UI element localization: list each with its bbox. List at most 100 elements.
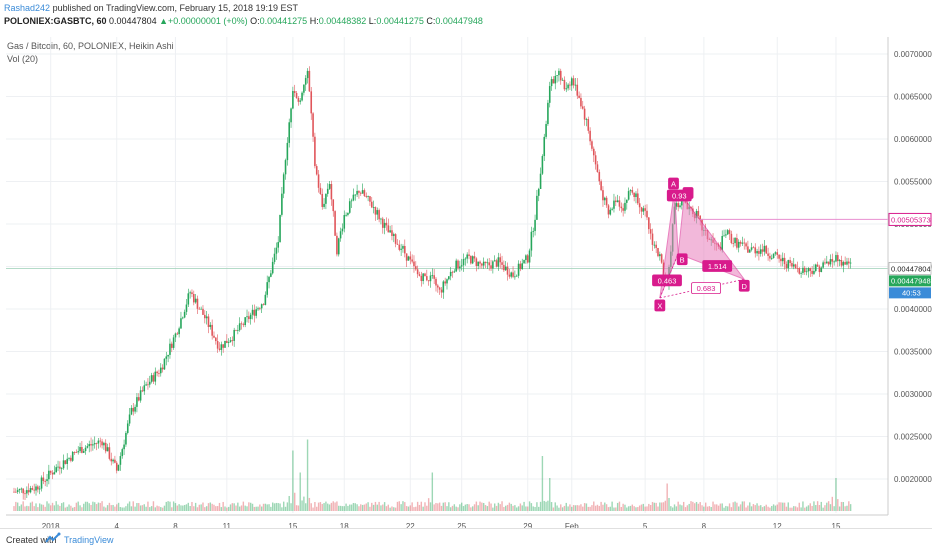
- volume-bar: [681, 505, 683, 511]
- volume-bar: [13, 506, 15, 511]
- candle-body: [68, 457, 70, 459]
- volume-bar: [372, 504, 375, 511]
- price-change: +0.00000001 (+0%): [168, 16, 248, 26]
- candle-body: [515, 275, 518, 277]
- volume-bar: [719, 503, 722, 511]
- candle-body: [227, 342, 230, 343]
- volume-bar: [484, 504, 487, 511]
- candle-body: [528, 250, 531, 263]
- candle-body: [189, 292, 191, 294]
- candle-body: [194, 298, 197, 303]
- candle-body: [651, 233, 654, 245]
- volume-bar: [660, 502, 663, 511]
- candle-body: [84, 447, 87, 452]
- volume-bar: [550, 502, 553, 511]
- volume-bar: [519, 503, 522, 511]
- volume-bar: [20, 504, 23, 511]
- candle-body: [125, 432, 127, 445]
- candle-body: [849, 262, 852, 264]
- x-tick-label: 15: [832, 522, 841, 528]
- volume-bar: [809, 503, 811, 511]
- volume-bar: [308, 497, 311, 511]
- volume-bar: [837, 499, 839, 511]
- candle-body: [649, 229, 652, 234]
- candle-body: [358, 190, 360, 193]
- candle-body: [126, 423, 129, 433]
- candle-body: [829, 259, 832, 265]
- volume-bar: [486, 506, 489, 511]
- candle-body: [552, 79, 555, 84]
- volume-bar: [46, 501, 48, 511]
- volume-bar: [695, 501, 698, 511]
- candle-body: [152, 375, 155, 382]
- candle-body: [92, 444, 94, 446]
- candle-body: [59, 466, 61, 469]
- volume-bar: [582, 506, 584, 511]
- volume-bar: [701, 505, 703, 511]
- candle-body: [481, 263, 483, 266]
- volume-bar: [497, 502, 500, 511]
- volume-bar: [380, 505, 382, 511]
- candle-body: [354, 194, 357, 196]
- volume-bar: [158, 506, 160, 511]
- volume-bar: [512, 505, 514, 511]
- volume-bar: [774, 505, 777, 511]
- candle-body: [178, 328, 180, 335]
- candle-body: [24, 493, 26, 495]
- candle-body: [459, 266, 461, 269]
- volume-bar: [213, 504, 215, 511]
- volume-bar: [444, 502, 446, 511]
- candle-body: [13, 491, 15, 493]
- candle-body: [820, 267, 823, 273]
- volume-bar: [174, 503, 177, 511]
- candle-body: [772, 253, 775, 258]
- candle-body: [633, 192, 635, 197]
- candle-body: [435, 278, 437, 286]
- candle-body: [33, 489, 35, 491]
- candle-body: [240, 323, 243, 325]
- author-link[interactable]: Rashad242: [4, 3, 51, 13]
- volume-bar: [567, 506, 569, 511]
- time-axis[interactable]: 2018 4 8 11 15 18 22 25 29 Feb 5 8 12 15: [6, 514, 888, 528]
- chart-legend: Gas / Bitcoin, 60, POLONIEX, Heikin Ashi…: [7, 40, 174, 66]
- volume-bar: [499, 504, 501, 511]
- volume-bar: [684, 507, 687, 511]
- volume-bar: [657, 506, 659, 511]
- candle-body: [543, 136, 546, 157]
- candle-body: [541, 156, 544, 174]
- volume-bar: [292, 450, 294, 511]
- candle-body: [499, 257, 502, 263]
- volume-bar: [574, 505, 577, 511]
- volume-bar: [255, 506, 257, 511]
- volume-bar: [675, 506, 678, 511]
- volume-bar: [431, 472, 434, 511]
- pattern-point-d-text: D: [742, 282, 748, 291]
- candle-body: [699, 215, 701, 220]
- volume-bar: [554, 502, 556, 511]
- tradingview-link[interactable]: TradingView: [64, 535, 114, 545]
- volume-bar: [530, 503, 533, 511]
- volume-bar: [211, 503, 213, 511]
- volume-bar: [780, 502, 782, 511]
- volume-bar: [132, 501, 134, 511]
- candle-body: [323, 203, 325, 207]
- candle-body: [780, 258, 782, 262]
- candle-body: [589, 130, 591, 142]
- volume-bar: [833, 506, 835, 511]
- x-tick-label: 8: [702, 522, 707, 528]
- volume-bar: [492, 507, 494, 511]
- volume-bar: [543, 500, 545, 511]
- candle-body: [147, 384, 149, 386]
- volume-bar: [459, 504, 461, 511]
- ratio-xb-text: 0.463: [658, 276, 677, 285]
- candle-body: [659, 254, 661, 257]
- volume-bar: [844, 506, 846, 511]
- volume-bar: [139, 505, 142, 511]
- candle-body: [209, 324, 212, 327]
- volume-bar: [94, 502, 96, 511]
- candle-body: [187, 293, 190, 305]
